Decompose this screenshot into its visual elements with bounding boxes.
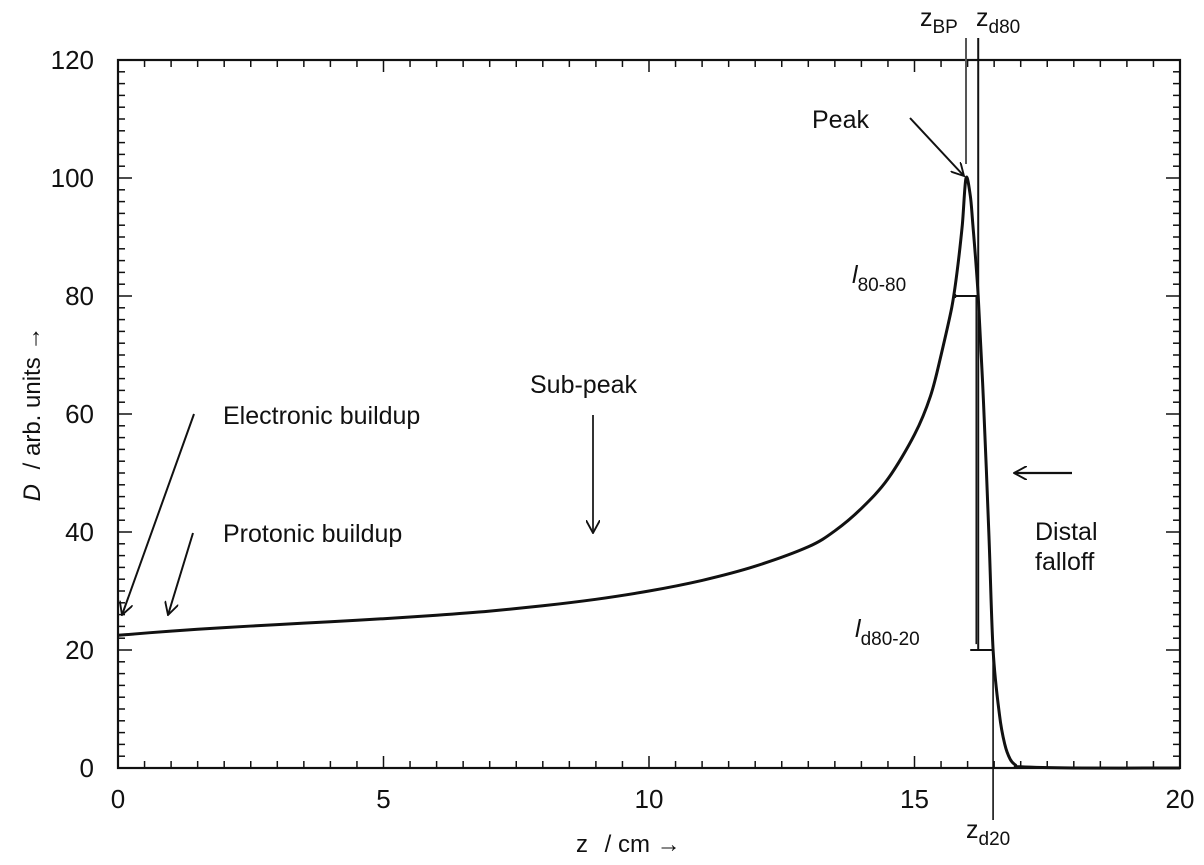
y-axis-var: D [19,484,46,501]
sub-peak-label: Sub-peak [530,371,638,399]
y-tick-label: 20 [65,635,94,665]
peak-label: Peak [812,106,869,134]
electronic-buildup-label: Electronic buildup [223,402,420,430]
y-tick-label: 100 [51,163,94,193]
x-tick-label: 0 [111,784,125,814]
y-axis-title: D / arb. units → [19,327,46,502]
protonic-buildup-label: Protonic buildup [223,520,402,548]
y-tick-label: 80 [65,281,94,311]
axis-ticks [117,59,1181,769]
electronic-buildup-arrow [122,413,195,615]
x-axis-unit: / cm → [605,831,681,858]
y-axis-unit: / arb. units → [19,327,46,470]
protonic-buildup-arrow [168,532,194,615]
l80-80-label: l80-80 [852,261,906,296]
y-tick-label: 40 [65,517,94,547]
y-tick-label: 120 [51,45,94,75]
distal-falloff-label-line2: falloff [1035,548,1094,576]
distal-falloff-label-line1: Distal [1035,518,1098,546]
x-axis-title: z / cm → [576,831,681,858]
dose-curve [117,175,1181,770]
axis-tick-labels: 0 5 10 15 20 0 20 40 60 80 100 120 [51,45,1195,814]
y-tick-label: 60 [65,399,94,429]
x-tick-label: 10 [635,784,664,814]
z-d20-label: zd20 [966,816,1010,850]
x-tick-label: 15 [900,784,929,814]
svg-text:D / arb. units →: D / arb. units → [19,327,46,502]
z-d80-label: zd80 [976,4,1020,38]
x-tick-label: 20 [1166,784,1195,814]
y-tick-label: 0 [80,753,94,783]
x-axis-var: z [576,831,588,858]
peak-arrow [909,117,964,176]
z-bp-label: zBP [920,4,958,38]
ld80-20-label: ld80-20 [855,615,920,650]
x-tick-label: 5 [376,784,390,814]
